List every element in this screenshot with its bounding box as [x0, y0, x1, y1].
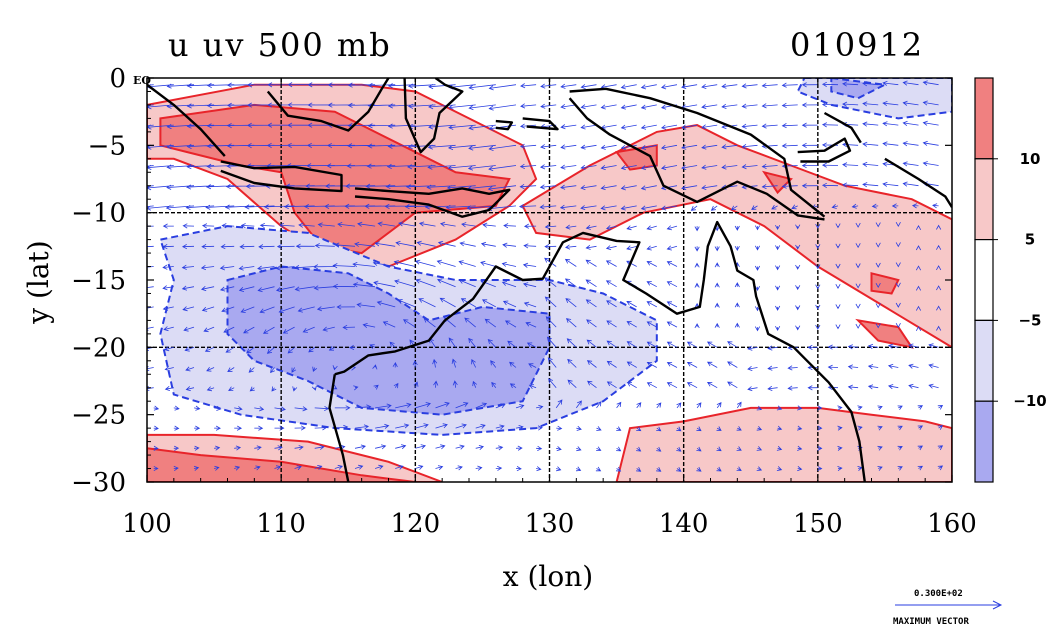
contour-neg-strong-anticyclone-west: [226, 265, 551, 416]
chart-title-left: u uv 500 mb: [168, 26, 392, 64]
coastline-new-guinea-south: [568, 97, 825, 221]
y-tick-label: −20: [71, 333, 126, 363]
coastline-solomons: [884, 157, 952, 208]
coastline-australia: [328, 220, 867, 482]
colorbar-label: −10: [1013, 392, 1046, 410]
contour-pos-weak-south-band: [615, 406, 952, 482]
wind-vector-field: [147, 80, 944, 472]
colorbar-label: −5: [1018, 311, 1041, 329]
coastline-seram: [522, 117, 559, 131]
coastline-borneo-south: [266, 78, 390, 132]
vector-legend-arrowhead: [992, 600, 1003, 610]
coastline-buru: [495, 119, 514, 131]
colorbar-segment: [974, 239, 994, 322]
y-tick-label: −15: [71, 266, 126, 296]
chart-title-group: u uv 500 mb 010912: [168, 26, 924, 64]
colorbar-segment: [974, 158, 994, 241]
coastlines: [147, 78, 952, 482]
vector-legend-label: MAXIMUM VECTOR: [893, 617, 969, 627]
coastline-sulawesi: [403, 78, 464, 154]
coastline-new-ireland: [823, 111, 862, 144]
y-tick-label: −10: [71, 199, 126, 229]
colorbar-segment: [974, 77, 994, 160]
x-axis-ticks: 100 110 120 130 140 150 160: [122, 78, 977, 539]
coastline-lesser-sunda: [354, 187, 511, 218]
coastline-java: [220, 160, 343, 193]
x-tick-label: 130: [525, 509, 575, 539]
colorbar-segment: [974, 319, 994, 402]
y-tick-label: −25: [71, 401, 126, 431]
y-axis-label: y (lat): [22, 240, 55, 324]
vector-legend: 0.300E+02 MAXIMUM VECTOR: [893, 589, 1003, 627]
contour-pos-strong-northwest-jet: [159, 103, 511, 255]
colorbar-segment: [974, 400, 994, 483]
x-tick-label: 140: [659, 509, 709, 539]
y-tick-label: 0: [109, 64, 126, 94]
y-tick-label: −5: [88, 131, 126, 161]
wind-vectors: [147, 80, 944, 472]
chart-title-right: 010912: [790, 26, 924, 64]
x-tick-label: 110: [256, 509, 306, 539]
vector-legend-value: 0.300E+02: [914, 589, 963, 599]
colorbar-label: 10: [1020, 150, 1041, 168]
x-tick-label: 120: [391, 509, 441, 539]
equator-label: EQ: [133, 74, 151, 87]
contour-pos-strong-east-patch-1: [870, 272, 900, 295]
y-tick-label: −30: [71, 468, 126, 498]
x-tick-label: 150: [793, 509, 843, 539]
coastline-sumatra-sw: [147, 83, 226, 157]
x-tick-label: 160: [927, 509, 977, 539]
positive-strong-regions: [147, 103, 914, 482]
x-tick-label: 100: [122, 509, 172, 539]
coastline-new-guinea-north: [569, 87, 826, 218]
contour-pos-strong-east-patch-2: [855, 318, 914, 349]
y-axis-ticks: 0 −5 −10 −15 −20 −25 −30: [71, 64, 952, 498]
x-axis-label: x (lon): [503, 560, 593, 593]
colorbar-label: 5: [1025, 231, 1035, 249]
coastline-new-britain: [797, 137, 852, 163]
colorbar: 10 5 −5 −10: [974, 77, 1047, 483]
plot-area: [147, 78, 952, 482]
